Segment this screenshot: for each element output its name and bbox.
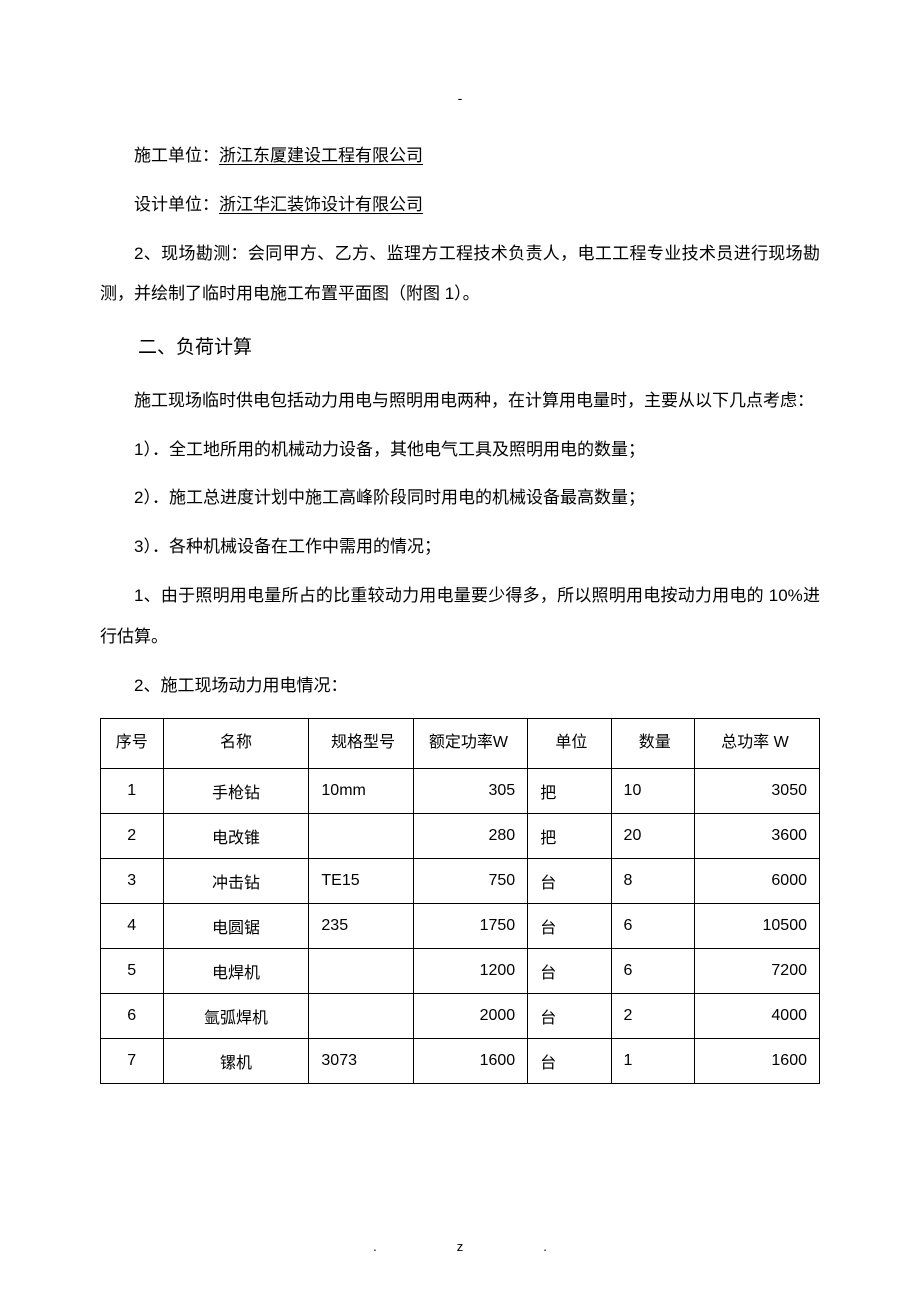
- cell-power: 1750: [413, 904, 528, 949]
- header-qty: 数量: [611, 719, 694, 769]
- header-seq: 序号: [101, 719, 164, 769]
- cell-unit: 把: [528, 769, 611, 814]
- equipment-table: 序号 名称 规格型号 额定功率W 单位 数量 总功率 W 1手枪钻10mm305…: [100, 718, 820, 1084]
- cell-seq: 7: [101, 1039, 164, 1084]
- construction-label: 施工单位：: [134, 146, 219, 165]
- cell-name: 手枪钻: [163, 769, 309, 814]
- header-name: 名称: [163, 719, 309, 769]
- header-total: 总功率 W: [694, 719, 819, 769]
- design-unit: 浙江华汇装饰设计有限公司: [219, 195, 423, 214]
- cell-qty: 10: [611, 769, 694, 814]
- cell-power: 1600: [413, 1039, 528, 1084]
- cell-power: 280: [413, 814, 528, 859]
- table-row: 2电改锥 280把203600: [101, 814, 820, 859]
- cell-unit: 台: [528, 994, 611, 1039]
- cell-total: 1600: [694, 1039, 819, 1084]
- cell-qty: 6: [611, 949, 694, 994]
- table-row: 5电焊机 1200台67200: [101, 949, 820, 994]
- cell-name: 电圆锯: [163, 904, 309, 949]
- cell-power: 305: [413, 769, 528, 814]
- header-unit: 单位: [528, 719, 611, 769]
- cell-seq: 1: [101, 769, 164, 814]
- cell-name: 电焊机: [163, 949, 309, 994]
- cell-total: 4000: [694, 994, 819, 1039]
- cell-qty: 8: [611, 859, 694, 904]
- cell-power: 2000: [413, 994, 528, 1039]
- page-footer: .z.: [0, 1239, 920, 1254]
- cell-unit: 台: [528, 904, 611, 949]
- lighting-paragraph: 1、由于照明用电量所占的比重较动力用电量要少得多，所以照明用电按动力用电的 10…: [100, 576, 820, 658]
- cell-seq: 2: [101, 814, 164, 859]
- cell-qty: 20: [611, 814, 694, 859]
- cell-unit: 台: [528, 859, 611, 904]
- cell-total: 3600: [694, 814, 819, 859]
- construction-unit: 浙江东厦建设工程有限公司: [219, 146, 423, 165]
- survey-paragraph: 2、现场勘测：会同甲方、乙方、监理方工程技术负责人，电工工程专业技术员进行现场勘…: [100, 234, 820, 316]
- cell-name: 冲击钻: [163, 859, 309, 904]
- cell-unit: 把: [528, 814, 611, 859]
- cell-seq: 3: [101, 859, 164, 904]
- cell-spec: [309, 814, 413, 859]
- table-row: 6氩弧焊机 2000台24000: [101, 994, 820, 1039]
- point-2: 2）．施工总进度计划中施工高峰阶段同时用电的机械设备最高数量；: [100, 478, 820, 519]
- cell-seq: 4: [101, 904, 164, 949]
- cell-spec: 10mm: [309, 769, 413, 814]
- cell-qty: 1: [611, 1039, 694, 1084]
- cell-name: 镙机: [163, 1039, 309, 1084]
- cell-power: 750: [413, 859, 528, 904]
- table-row: 7镙机30731600台11600: [101, 1039, 820, 1084]
- cell-unit: 台: [528, 949, 611, 994]
- construction-unit-line: 施工单位：浙江东厦建设工程有限公司: [100, 136, 820, 177]
- cell-spec: 235: [309, 904, 413, 949]
- cell-seq: 5: [101, 949, 164, 994]
- cell-name: 氩弧焊机: [163, 994, 309, 1039]
- cell-unit: 台: [528, 1039, 611, 1084]
- cell-spec: [309, 994, 413, 1039]
- header-power: 额定功率W: [413, 719, 528, 769]
- load-intro-paragraph: 施工现场临时供电包括动力用电与照明用电两种，在计算用电量时，主要从以下几点考虑：: [100, 381, 820, 422]
- design-unit-line: 设计单位：浙江华汇装饰设计有限公司: [100, 185, 820, 226]
- point-1: 1）．全工地所用的机械动力设备，其他电气工具及照明用电的数量；: [100, 430, 820, 471]
- cell-name: 电改锥: [163, 814, 309, 859]
- section-title-load: 二、负荷计算: [100, 325, 820, 371]
- table-row: 4电圆锯2351750台610500: [101, 904, 820, 949]
- cell-total: 7200: [694, 949, 819, 994]
- table-row: 3冲击钻TE15750台86000: [101, 859, 820, 904]
- cell-total: 10500: [694, 904, 819, 949]
- table-row: 1手枪钻10mm305把103050: [101, 769, 820, 814]
- header-spec: 规格型号: [309, 719, 413, 769]
- cell-spec: 3073: [309, 1039, 413, 1084]
- cell-qty: 6: [611, 904, 694, 949]
- cell-total: 6000: [694, 859, 819, 904]
- design-label: 设计单位：: [134, 195, 219, 214]
- cell-spec: TE15: [309, 859, 413, 904]
- cell-seq: 6: [101, 994, 164, 1039]
- table-intro: 2、施工现场动力用电情况：: [100, 666, 820, 707]
- top-mark: -: [100, 90, 820, 106]
- cell-qty: 2: [611, 994, 694, 1039]
- table-header-row: 序号 名称 规格型号 额定功率W 单位 数量 总功率 W: [101, 719, 820, 769]
- cell-power: 1200: [413, 949, 528, 994]
- point-3: 3）．各种机械设备在工作中需用的情况；: [100, 527, 820, 568]
- cell-total: 3050: [694, 769, 819, 814]
- cell-spec: [309, 949, 413, 994]
